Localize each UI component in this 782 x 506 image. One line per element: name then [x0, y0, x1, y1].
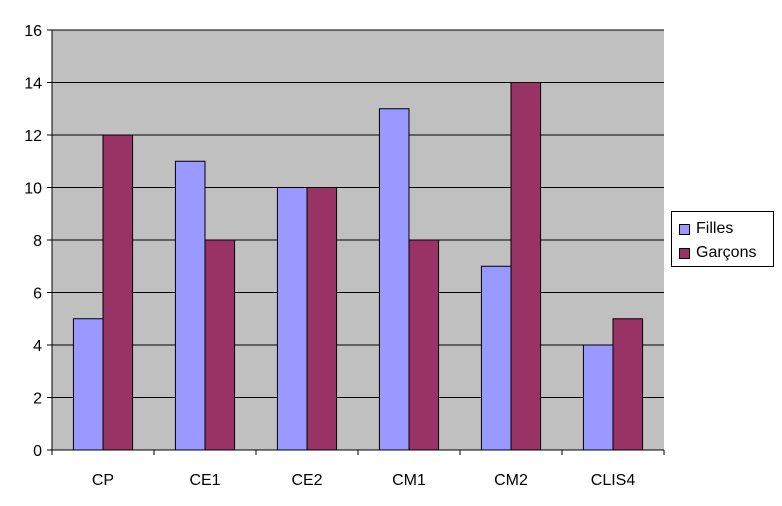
- x-tick-label: CE2: [291, 472, 322, 489]
- legend-swatch-series-2: [679, 247, 690, 259]
- bar-series-2-CE2: [306, 187, 338, 451]
- bar-series-1-CLIS4: [582, 344, 614, 451]
- x-tick-label: CE1: [189, 472, 220, 489]
- y-tick-label: 4: [33, 338, 42, 355]
- x-tick-labels: CP CE1 CE2 CM1 CM2 CLIS4: [92, 472, 635, 489]
- legend-item-series-2: Garçons: [679, 243, 756, 263]
- bar-series-2-CM1: [408, 239, 440, 451]
- bar-series-1-CM1: [378, 108, 410, 451]
- bar-series-1-CE1: [174, 160, 206, 451]
- y-tick-label: 6: [33, 286, 42, 303]
- bar-series-1-CP: [72, 318, 104, 451]
- bar-series-2-CM2: [510, 82, 542, 451]
- legend-label-series-1: Filles: [696, 220, 734, 237]
- bar-series-2-CE1: [204, 239, 236, 451]
- y-tick-label: 12: [24, 128, 42, 145]
- y-tick-label: 16: [24, 23, 42, 40]
- y-tick-label: 8: [33, 233, 42, 250]
- x-tick-label: CP: [92, 472, 114, 489]
- y-tick-label: 0: [33, 443, 42, 460]
- x-tick-label: CM1: [392, 472, 426, 489]
- bar-series-1-CM2: [480, 265, 512, 451]
- y-tick-labels: 0 2 4 6 8 10 12 14 16: [24, 23, 42, 460]
- y-tick-label: 2: [33, 391, 42, 408]
- axes: [51, 30, 665, 455]
- y-tick-label: 14: [24, 76, 42, 93]
- legend-item-series-1: Filles: [679, 219, 733, 239]
- legend-label-series-2: Garçons: [696, 244, 757, 261]
- y-tick-label: 10: [24, 181, 42, 198]
- x-tick-label: CM2: [494, 472, 528, 489]
- gridlines: [47, 29, 664, 451]
- x-tick-label: CLIS4: [591, 472, 636, 489]
- bar-series-2-CP: [102, 134, 134, 451]
- bar-series-1-CE2: [276, 187, 308, 451]
- legend: Filles Garçons: [671, 211, 774, 267]
- bars: [72, 82, 644, 451]
- legend-swatch-series-1: [679, 223, 690, 235]
- bar-series-2-CLIS4: [612, 318, 644, 451]
